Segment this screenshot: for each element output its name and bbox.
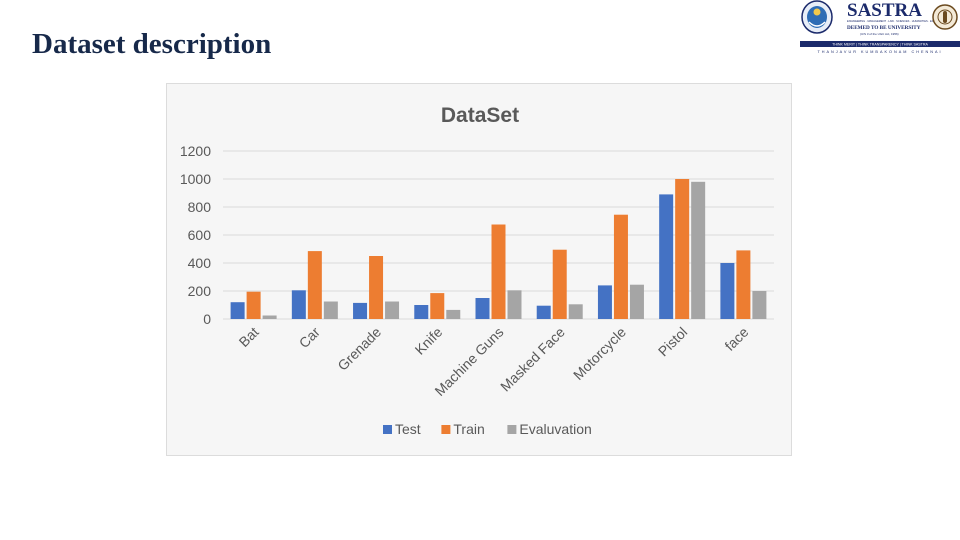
bar-evaluvation-motorcycle	[629, 284, 644, 319]
bar-test-masked-face	[536, 305, 551, 319]
motto-bar	[800, 41, 960, 47]
bar-train-bat	[246, 291, 261, 319]
bar-test-motorcycle	[597, 285, 612, 319]
y-tick-label: 800	[188, 199, 212, 215]
bar-test-pistol	[659, 194, 674, 319]
x-tick-label: Motorcycle	[570, 324, 629, 383]
x-tick-label: Knife	[412, 324, 446, 358]
logo-name: SASTRA	[847, 0, 922, 21]
bar-test-car	[291, 290, 306, 319]
y-tick-label: 200	[188, 283, 212, 299]
legend-swatch-test	[383, 425, 392, 434]
legend-label-test: Test	[395, 421, 421, 437]
y-tick-label: 0	[203, 311, 211, 327]
bar-train-motorcycle	[613, 214, 628, 319]
bar-test-bat	[230, 302, 245, 319]
bar-evaluvation-pistol	[691, 181, 706, 319]
y-tick-label: 1000	[180, 171, 211, 187]
university-logo: SASTRA ENGINEERING · MANAGEMENT · LAW · …	[800, 0, 960, 58]
seal-icon	[932, 4, 958, 30]
legend-swatch-train	[441, 425, 451, 434]
bar-test-knife	[414, 305, 429, 319]
bar-train-pistol	[675, 179, 690, 319]
legend-label-train: Train	[453, 421, 484, 437]
x-tick-label: Grenade	[334, 324, 384, 374]
bar-chart: DataSet 0 200 400 600 800 1000 1200 Bat Car Grenad…	[180, 104, 774, 437]
bar-evaluvation-bat	[262, 315, 277, 319]
logo-act: (U/S 3 of the UGC Act, 1956)	[860, 32, 899, 36]
chart-container: DataSet 0 200 400 600 800 1000 1200 Bat Car Grenad…	[166, 83, 792, 456]
x-tick-label: Car	[296, 324, 324, 352]
bar-test-grenade	[353, 302, 368, 319]
x-tick-label: Masked Face	[497, 324, 568, 395]
bar-evaluvation-car	[323, 301, 338, 319]
bar-evaluvation-grenade	[385, 301, 400, 319]
y-tick-label: 600	[188, 227, 212, 243]
bar-train-knife	[430, 293, 445, 319]
emblem-icon	[801, 0, 833, 34]
legend-label-evaluvation: Evaluvation	[519, 421, 591, 437]
logo-status: DEEMED TO BE UNIVERSITY	[847, 25, 921, 31]
logo-tagline: ENGINEERING · MANAGEMENT · LAW · SCIENCE…	[847, 19, 945, 23]
bar-evaluvation-knife	[446, 309, 461, 319]
logo-motto: THINK MERIT | THINK TRANSPARENCY | THINK…	[832, 43, 928, 47]
y-tick-label: 1200	[180, 143, 211, 159]
x-tick-label: Bat	[236, 324, 262, 350]
x-tick-label: face	[721, 324, 751, 354]
bar-train-car	[307, 251, 322, 319]
bar-train-masked-face	[552, 249, 567, 319]
bar-evaluvation-masked-face	[568, 304, 583, 319]
bar-train-face	[736, 250, 751, 319]
chart-title: DataSet	[441, 104, 519, 127]
legend-swatch-evaluvation	[507, 425, 517, 434]
logo-locations: THANJAVUR KUMBAKONAM CHENNAI	[817, 50, 942, 54]
x-tick-label: Pistol	[655, 324, 691, 360]
bar-train-grenade	[369, 256, 384, 319]
bar-train-machine-guns	[491, 224, 506, 319]
bar-test-machine-guns	[475, 298, 490, 319]
bar-evaluvation-machine-guns	[507, 290, 522, 319]
bar-test-face	[720, 263, 735, 319]
y-tick-label: 400	[188, 255, 212, 271]
bar-evaluvation-face	[752, 291, 767, 319]
slide-title: Dataset description	[32, 28, 272, 60]
